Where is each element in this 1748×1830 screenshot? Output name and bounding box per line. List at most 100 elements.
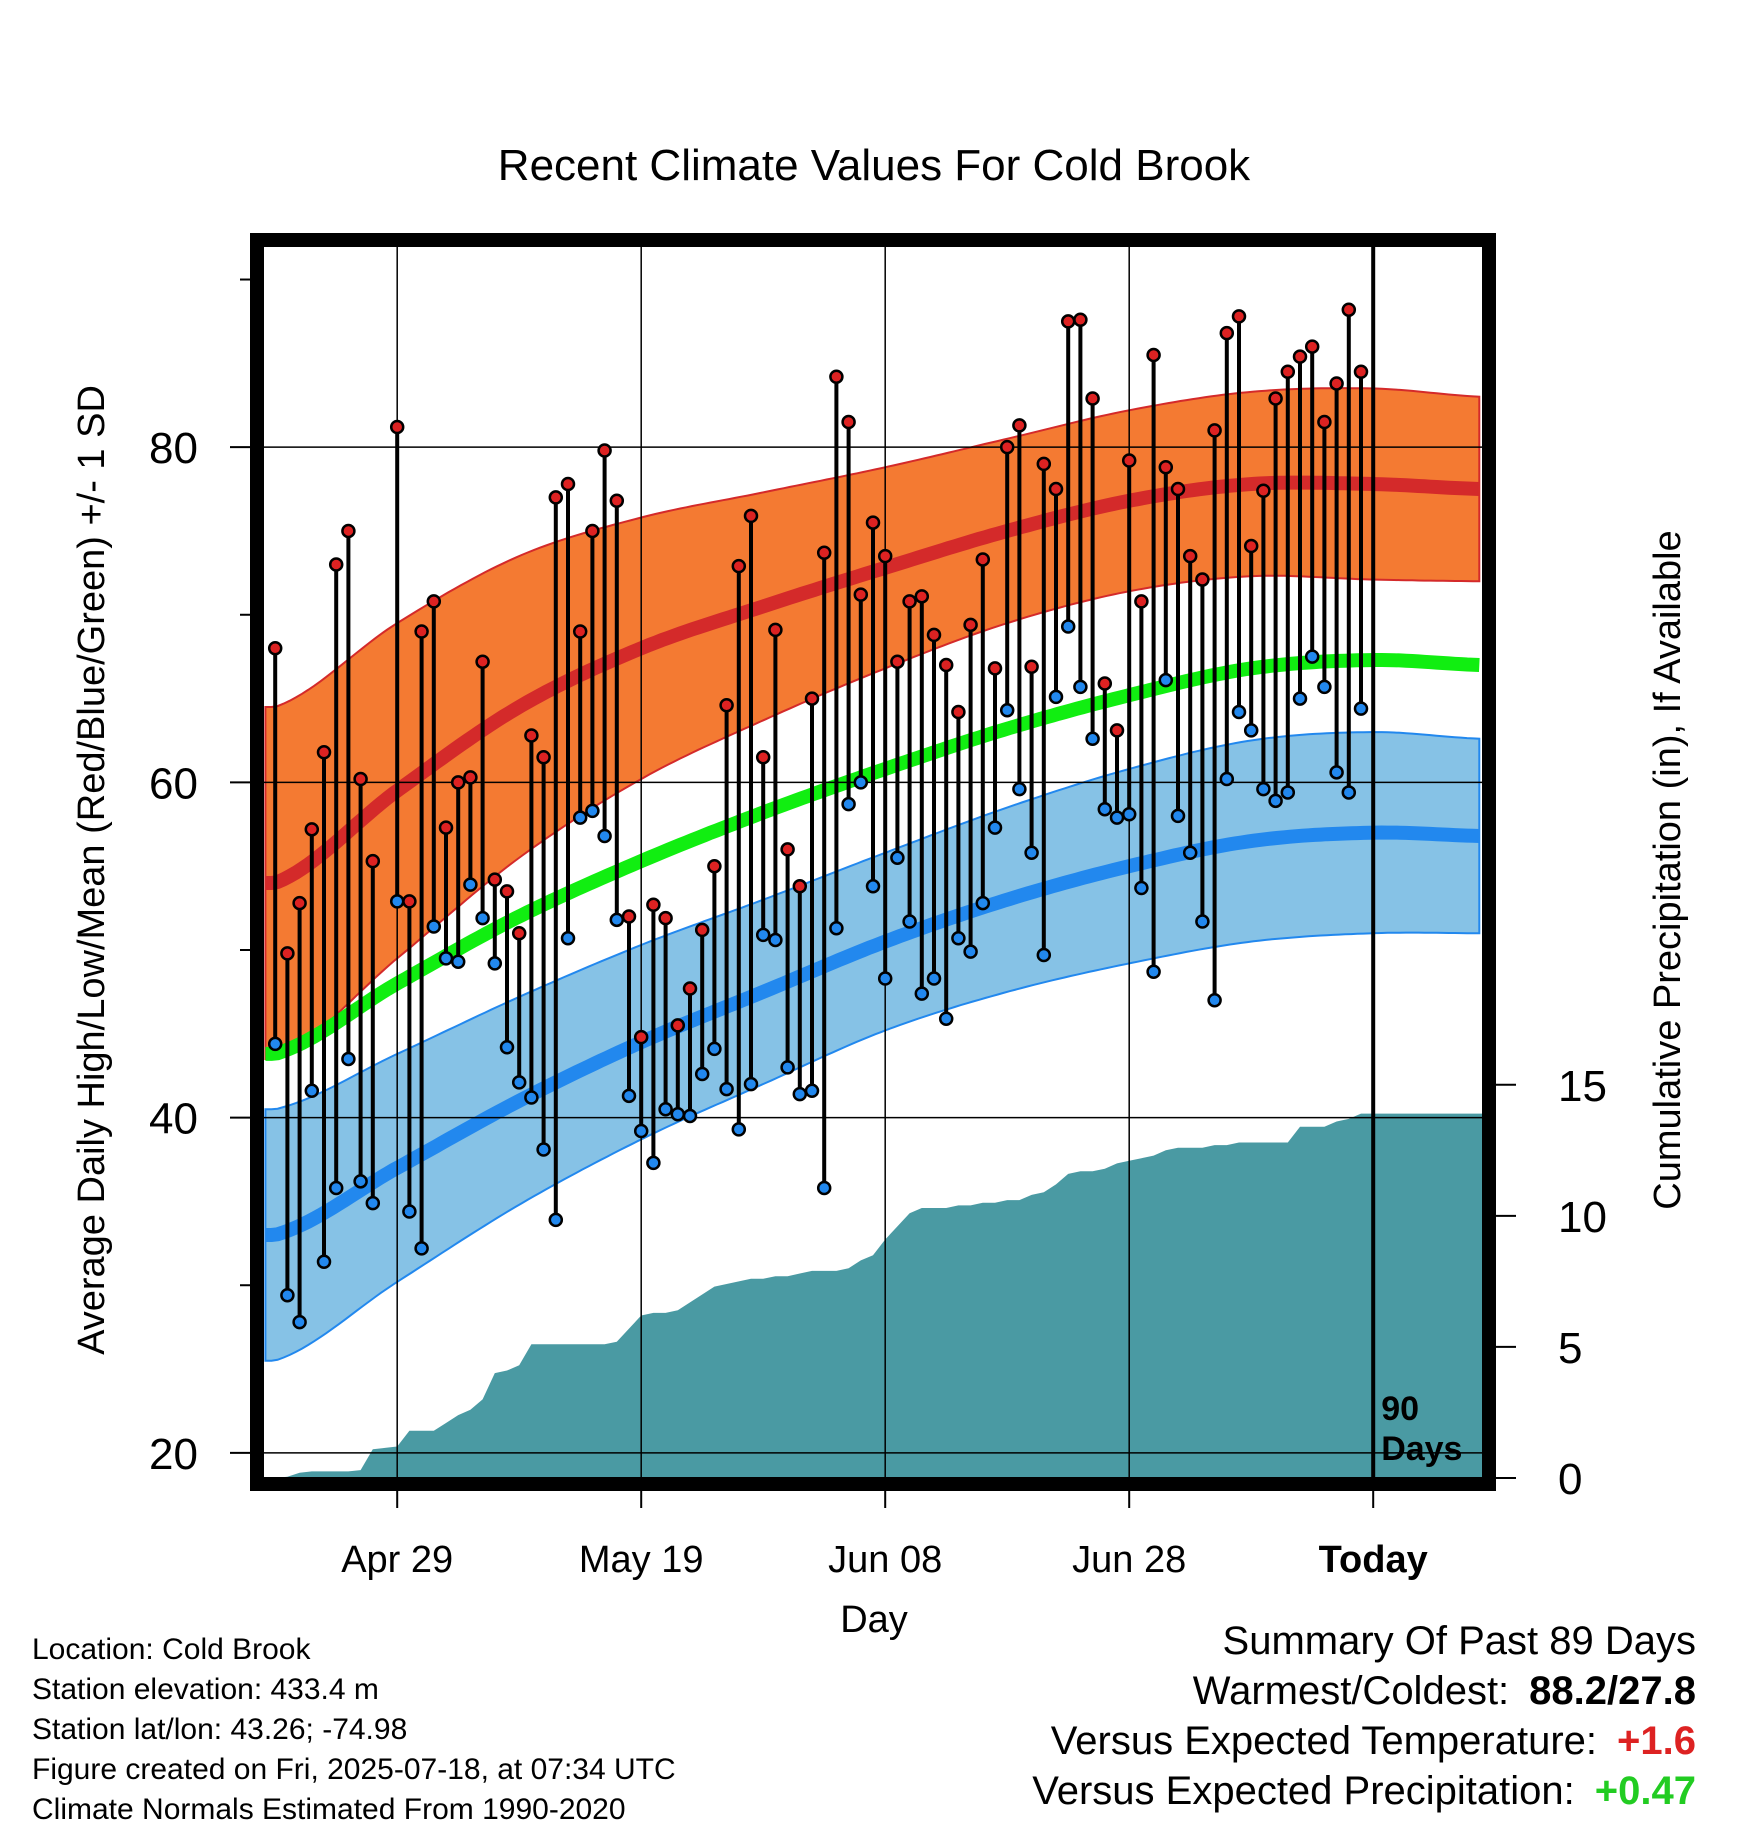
daily-low-point: [463, 877, 478, 892]
daily-low-point: [1024, 845, 1039, 861]
daily-low-point: [280, 1288, 295, 1303]
daily-low-point: [426, 919, 442, 934]
daily-low-point: [755, 927, 771, 943]
daily-high-point: [499, 884, 515, 899]
daily-high-point: [841, 414, 856, 430]
daily-low-point: [694, 1066, 710, 1082]
y-tick-label: 20: [149, 1430, 198, 1479]
daily-high-point: [572, 624, 588, 639]
daily-high-point: [316, 744, 332, 760]
today-days-word: Days: [1381, 1430, 1462, 1468]
daily-low-point: [829, 920, 844, 936]
daily-high-point: [365, 853, 381, 869]
daily-low-point: [780, 1060, 795, 1075]
daily-high-point: [1329, 376, 1344, 391]
daily-high-point: [328, 557, 344, 572]
daily-low-point: [1109, 810, 1125, 825]
daily-low-point: [951, 931, 966, 946]
daily-low-point: [536, 1142, 551, 1157]
daily-high-point: [1317, 414, 1332, 430]
daily-high-point: [1073, 312, 1088, 328]
daily-high-point: [755, 749, 771, 765]
low-normal-line: [265, 825, 1480, 1242]
daily-high-point: [646, 897, 661, 912]
daily-low-point: [804, 1083, 820, 1099]
daily-high-point: [1304, 339, 1320, 354]
daily-high-point: [560, 476, 576, 492]
daily-high-point: [816, 545, 832, 560]
daily-high-point: [438, 820, 454, 835]
daily-high-point: [877, 548, 893, 564]
daily-high-point: [633, 1029, 649, 1045]
daily-high-point: [731, 558, 747, 574]
plot-area: 90 Days: [263, 246, 1483, 1478]
daily-high-point: [1158, 460, 1174, 475]
daily-low-point: [1207, 993, 1222, 1008]
low-sd-band: [264, 731, 1481, 1362]
daily-low-point: [1134, 880, 1149, 896]
daily-high-point: [719, 698, 734, 713]
daily-low-point: [1341, 785, 1357, 800]
daily-low-point: [524, 1090, 539, 1105]
daily-low-point: [914, 986, 930, 1001]
daily-high-point: [682, 981, 698, 996]
created-text: Figure created on Fri, 2025-07-18, at 07…: [32, 1753, 676, 1786]
daily-low-point: [1121, 806, 1137, 822]
daily-low-point: [902, 914, 917, 929]
daily-high-point: [1012, 418, 1027, 433]
temp-label: Versus Expected Temperature:: [1050, 1719, 1598, 1763]
daily-high-point: [1268, 391, 1283, 406]
daily-high-point: [707, 858, 722, 874]
daily-high-point: [902, 594, 917, 609]
plot-frame: [250, 233, 1496, 1491]
x-tick-label: Today: [1319, 1539, 1428, 1581]
chart-title: Recent Climate Values For Cold Brook: [498, 141, 1251, 190]
daily-high-point: [463, 770, 478, 785]
station-info: Location: Cold Brook Station elevation: …: [32, 1630, 676, 1830]
daily-high-point: [694, 922, 710, 938]
daily-high-point: [914, 589, 930, 604]
daily-low-point: [1073, 679, 1088, 695]
daily-low-point: [1036, 947, 1052, 963]
daily-low-point: [511, 1075, 527, 1090]
daily-low-point: [719, 1081, 734, 1097]
temp-row: Versus Expected Temperature: +1.6: [1032, 1716, 1696, 1766]
precip-area: [275, 1113, 1483, 1478]
daily-low-point: [1085, 731, 1100, 747]
daily-low-point: [353, 1174, 368, 1189]
daily-low-point: [743, 1076, 759, 1092]
daily-low-point: [438, 951, 454, 966]
daily-high-point: [890, 654, 905, 669]
temp-value: +1.6: [1617, 1719, 1696, 1763]
daily-low-point: [646, 1155, 661, 1171]
daily-high-point: [938, 657, 954, 673]
x-tick-label: Jun 08: [828, 1539, 942, 1581]
y2-tick-label: 10: [1558, 1193, 1607, 1242]
daily-low-point: [292, 1314, 307, 1330]
normals-text: Climate Normals Estimated From 1990-2020: [32, 1793, 626, 1826]
daily-high-point: [987, 661, 1003, 676]
y2-tick-label: 0: [1558, 1455, 1582, 1504]
plot-content: 90 Days: [263, 246, 1483, 1478]
daily-low-point: [1219, 771, 1235, 787]
daily-high-point: [780, 842, 795, 857]
daily-low-point: [1292, 691, 1308, 706]
precip-label: Versus Expected Precipitation:: [1032, 1769, 1575, 1813]
daily-high-point: [1121, 453, 1137, 468]
daily-high-point: [353, 771, 368, 787]
daily-high-point: [292, 895, 307, 911]
daily-high-point: [975, 552, 991, 567]
daily-high-point: [1109, 723, 1125, 738]
today-days-number: 90: [1381, 1390, 1419, 1428]
axes: 20 40 60 80 0 5 10 15 Apr 29 May 19 Jun 08 Jun 28 To…: [149, 233, 1607, 1581]
daily-low-point: [633, 1123, 649, 1139]
daily-high-point: [609, 493, 625, 509]
daily-high-point: [621, 909, 637, 924]
daily-high-point: [1243, 538, 1259, 554]
daily-low-point: [816, 1180, 832, 1196]
daily-high-point: [1256, 483, 1271, 498]
location-text: Location: Cold Brook: [32, 1633, 311, 1666]
daily-high-point: [267, 641, 283, 656]
daily-low-point: [987, 820, 1003, 835]
